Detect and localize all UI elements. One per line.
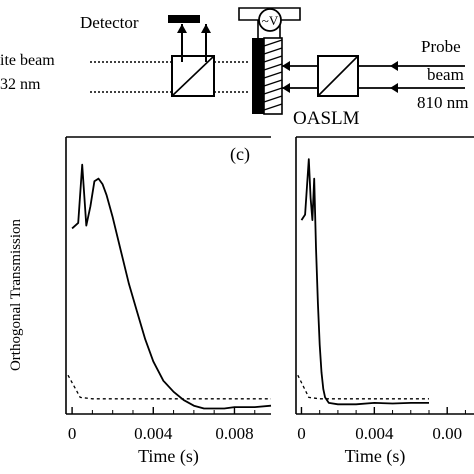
- detector-bar: [168, 15, 200, 23]
- probe-beam-label: beam: [427, 65, 464, 84]
- x-axis-label: Time (s): [138, 446, 199, 467]
- probe-wavelength: 810 nm: [417, 93, 468, 112]
- x-tick-label: 0.004: [355, 424, 394, 443]
- panel-label: (c): [230, 144, 250, 165]
- oaslm-label: OASLM: [293, 108, 360, 129]
- beam-splitter-diagonal: [171, 55, 215, 97]
- write-beam-label: ite beam: [0, 52, 55, 69]
- x-tick-label: 0.00: [432, 424, 462, 443]
- arrowhead-icon: [282, 61, 290, 71]
- setup-schematic: Detector ite beam 32 nm: [0, 7, 468, 129]
- x-axis-label: Time (s): [345, 446, 406, 467]
- plot-panel-1: 0 0.004 0.008 Time (s): [65, 136, 272, 467]
- arrowhead-icon: [390, 83, 398, 93]
- write-beam-wavelength: 32 nm: [0, 76, 41, 93]
- x-tick-label: 0.008: [215, 424, 253, 443]
- voltage-symbol: ~V: [262, 13, 279, 28]
- x-tick-label: 0.004: [134, 424, 173, 443]
- oaslm-black-layer: [252, 38, 264, 114]
- arrowhead-icon: [177, 24, 187, 33]
- y-axis-label: Orthogonal Transmission: [8, 218, 24, 371]
- polarizer-diagonal: [317, 55, 359, 97]
- oaslm-hatching: [263, 39, 283, 111]
- plots: 0 0.004 0.008 Time (s) 0 0.004 0.00 Time (s): [65, 136, 474, 467]
- arrowhead-icon: [201, 24, 211, 33]
- arrowhead-icon: [390, 61, 398, 71]
- detector-label: Detector: [80, 13, 139, 32]
- reference-trace: [297, 374, 429, 400]
- plot-panel-2: 0 0.004 0.00 Time (s): [295, 136, 474, 467]
- voltage-source-icon: [258, 8, 282, 32]
- arrowhead-icon: [282, 83, 290, 93]
- transmission-trace: [71, 163, 272, 410]
- x-tick-label: 0: [297, 424, 306, 443]
- transmission-trace: [300, 158, 429, 406]
- probe-label: Probe: [421, 37, 461, 56]
- voltage-wiring: [238, 7, 301, 38]
- reference-trace: [67, 374, 271, 400]
- x-tick-label: 0: [68, 424, 77, 443]
